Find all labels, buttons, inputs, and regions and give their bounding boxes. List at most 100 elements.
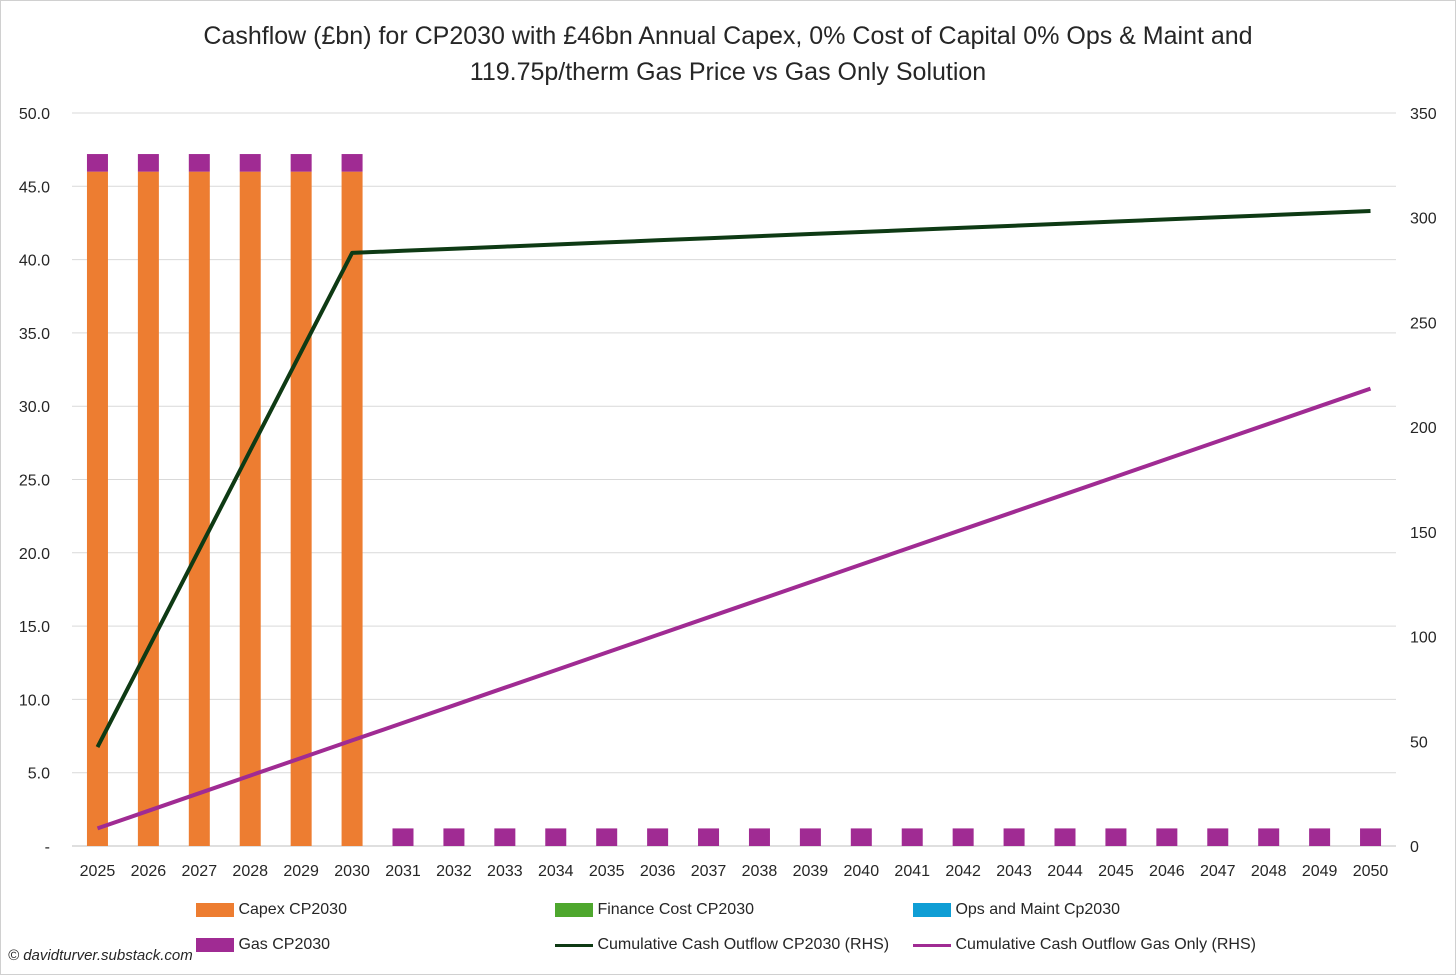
left-axis-tick-label: 45.0	[19, 179, 50, 196]
bar-gas-cp2030	[392, 828, 414, 846]
left-axis-tick-label: -	[45, 839, 50, 856]
bar-capex-cp2030	[239, 171, 261, 846]
x-axis-tick-label: 2038	[742, 863, 778, 880]
legend-swatch-gas	[196, 938, 234, 952]
legend-swatch-ops	[913, 903, 951, 917]
bar-gas-cp2030	[239, 154, 261, 172]
right-axis-tick-label: 150	[1410, 525, 1437, 542]
right-axis-tick-label: 200	[1410, 420, 1437, 437]
chart-title: Cashflow (£bn) for CP2030 with £46bn Ann…	[0, 18, 1456, 90]
bar-capex-cp2030	[137, 171, 159, 846]
x-axis-tick-label: 2044	[1047, 863, 1083, 880]
bar-gas-cp2030	[698, 828, 720, 846]
bar-gas-cp2030	[1003, 828, 1025, 846]
bar-gas-cp2030	[86, 154, 108, 172]
bar-capex-cp2030	[290, 171, 312, 846]
legend-swatch-capex	[196, 903, 234, 917]
line-cumulative-cash-outflow-gas-only-rhs-	[96, 386, 1372, 831]
legend-swatch-cum-gas	[913, 943, 951, 947]
x-axis-tick-label: 2050	[1353, 863, 1389, 880]
legend-label-cum-cp2030: Cumulative Cash Outflow CP2030 (RHS)	[597, 936, 890, 953]
bar-gas-cp2030	[1360, 828, 1382, 846]
x-axis-tick-label: 2033	[487, 863, 523, 880]
left-axis-tick-label: 35.0	[19, 326, 50, 343]
right-axis-tick-label: 350	[1410, 106, 1437, 123]
x-axis-tick-label: 2026	[131, 863, 167, 880]
bar-gas-cp2030	[952, 828, 974, 846]
x-axis-tick-label: 2029	[283, 863, 319, 880]
x-axis-tick-label: 2043	[996, 863, 1032, 880]
legend-gas: Gas CP2030	[196, 936, 330, 954]
chart-title-line-1: Cashflow (£bn) for CP2030 with £46bn Ann…	[203, 22, 1253, 50]
left-axis-tick-label: 30.0	[19, 399, 50, 416]
bar-gas-cp2030	[1258, 828, 1280, 846]
bar-gas-cp2030	[137, 154, 159, 172]
right-axis-tick-label: 300	[1410, 211, 1437, 228]
legend-label-finance: Finance Cost CP2030	[597, 901, 754, 918]
x-axis-tick-label: 2028	[232, 863, 268, 880]
bar-gas-cp2030	[545, 828, 567, 846]
x-axis-tick-label: 2049	[1302, 863, 1338, 880]
legend-ops: Ops and Maint Cp2030	[913, 901, 1120, 919]
x-axis-tick-label: 2025	[80, 863, 116, 880]
bar-gas-cp2030	[443, 828, 465, 846]
x-axis-tick-label: 2037	[691, 863, 727, 880]
legend-label-cum-gas: Cumulative Cash Outflow Gas Only (RHS)	[955, 936, 1256, 953]
bar-gas-cp2030	[1054, 828, 1076, 846]
x-axis-tick-label: 2041	[894, 863, 930, 880]
bar-gas-cp2030	[1105, 828, 1127, 846]
legend-cum-cp2030: Cumulative Cash Outflow CP2030 (RHS)	[555, 936, 889, 954]
x-axis-tick-label: 2027	[182, 863, 218, 880]
bar-capex-cp2030	[341, 171, 363, 846]
bar-capex-cp2030	[188, 171, 210, 846]
left-axis-tick-label: 50.0	[19, 106, 50, 123]
left-axis-tick-label: 20.0	[19, 546, 50, 563]
x-axis-tick-label: 2047	[1200, 863, 1236, 880]
left-axis-tick-label: 15.0	[19, 619, 50, 636]
bar-capex-cp2030	[86, 171, 108, 846]
x-axis-tick-label: 2039	[793, 863, 829, 880]
left-axis-tick-label: 40.0	[19, 253, 50, 270]
legend-label-capex: Capex CP2030	[238, 901, 347, 918]
bar-gas-cp2030	[1309, 828, 1331, 846]
right-axis-tick-label: 250	[1410, 315, 1437, 332]
x-axis-tick-label: 2035	[589, 863, 625, 880]
legend-finance: Finance Cost CP2030	[555, 901, 754, 919]
right-axis-tick-label: 0	[1410, 839, 1419, 856]
x-axis-tick-label: 2046	[1149, 863, 1185, 880]
x-axis-tick-label: 2034	[538, 863, 574, 880]
credit-text: © davidturver.substack.com	[8, 947, 193, 964]
bar-gas-cp2030	[290, 154, 312, 172]
bar-gas-cp2030	[901, 828, 923, 846]
x-axis-tick-label: 2036	[640, 863, 676, 880]
bar-gas-cp2030	[799, 828, 821, 846]
chart-title-line-2: 119.75p/therm Gas Price vs Gas Only Solu…	[469, 58, 987, 86]
legend-capex: Capex CP2030	[196, 901, 347, 919]
line-cumulative-cash-outflow-cp2030-rhs-	[95, 209, 1371, 749]
bar-gas-cp2030	[647, 828, 669, 846]
left-axis-tick-label: 5.0	[28, 766, 50, 783]
x-axis-tick-label: 2045	[1098, 863, 1134, 880]
bar-gas-cp2030	[596, 828, 618, 846]
x-axis-tick-label: 2030	[334, 863, 370, 880]
bar-gas-cp2030	[341, 154, 363, 172]
bar-gas-cp2030	[748, 828, 770, 846]
bar-gas-cp2030	[188, 154, 210, 172]
x-axis-tick-label: 2040	[844, 863, 880, 880]
x-axis-tick-label: 2032	[436, 863, 472, 880]
left-axis-tick-label: 10.0	[19, 692, 50, 709]
bar-gas-cp2030	[494, 828, 516, 846]
legend-swatch-finance	[555, 903, 593, 917]
x-axis-tick-label: 2048	[1251, 863, 1287, 880]
x-axis-tick-label: 2031	[385, 863, 421, 880]
bar-gas-cp2030	[1207, 828, 1229, 846]
legend-swatch-cum-cp2030	[555, 943, 593, 947]
right-axis-tick-label: 50	[1410, 734, 1428, 751]
legend-label-gas: Gas CP2030	[238, 936, 331, 953]
legend-label-ops: Ops and Maint Cp2030	[955, 901, 1120, 918]
right-axis-tick-label: 100	[1410, 630, 1437, 647]
left-axis-tick-label: 25.0	[19, 473, 50, 490]
legend-cum-gas: Cumulative Cash Outflow Gas Only (RHS)	[913, 936, 1256, 954]
bar-gas-cp2030	[1156, 828, 1178, 846]
